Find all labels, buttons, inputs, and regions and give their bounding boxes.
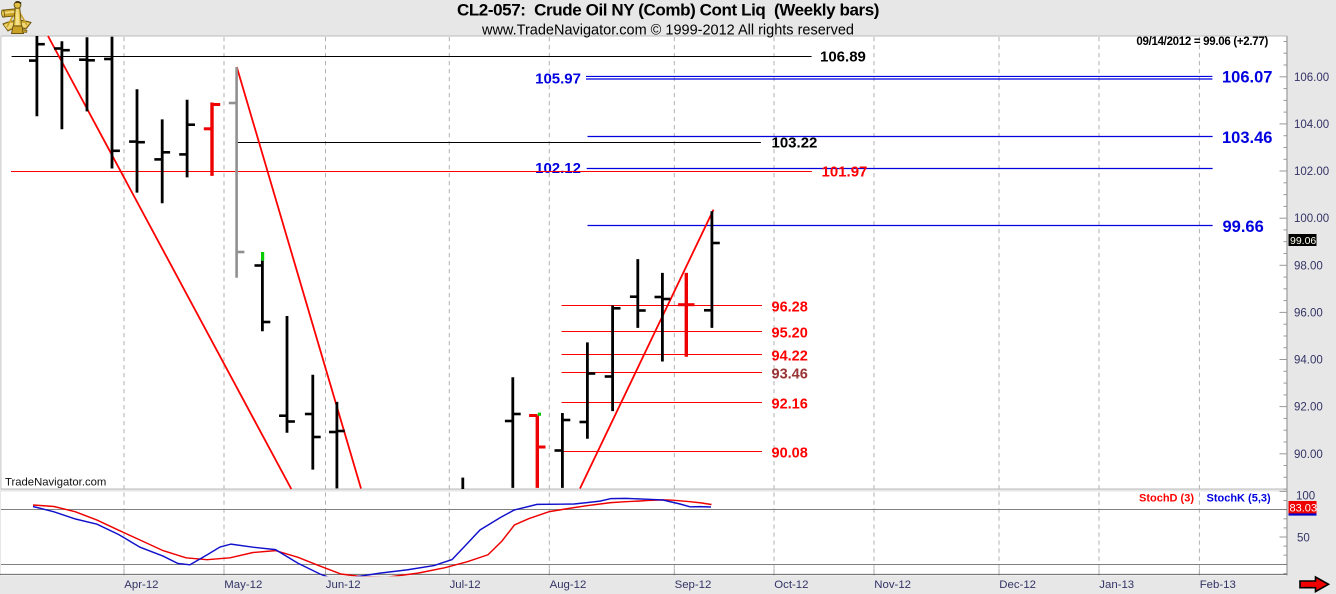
svg-text:104.00: 104.00 [1294,119,1329,131]
svg-text:95.20: 95.20 [772,326,808,342]
svg-text:Oct-12: Oct-12 [774,579,808,591]
svg-text:Dec-12: Dec-12 [999,579,1036,591]
svg-text:StochK (5,3): StochK (5,3) [1207,493,1272,505]
svg-text:Feb-13: Feb-13 [1200,579,1236,591]
svg-text:83.03: 83.03 [1290,503,1318,515]
svg-text:93.46: 93.46 [772,367,808,383]
svg-text:106.07: 106.07 [1222,68,1272,86]
svg-text:May-12: May-12 [224,579,262,591]
svg-text:100.00: 100.00 [1294,213,1329,225]
svg-text:92.16: 92.16 [772,397,808,413]
svg-text:90.08: 90.08 [772,446,808,462]
svg-text:TradeNavigator.com: TradeNavigator.com [5,477,106,489]
svg-text:98.00: 98.00 [1294,260,1323,272]
svg-text:100: 100 [1296,490,1315,502]
svg-text:90.00: 90.00 [1294,449,1323,461]
svg-text:92.00: 92.00 [1294,402,1323,414]
svg-text:Sep-12: Sep-12 [675,579,712,591]
svg-text:www.TradeNavigator.com © 1999-: www.TradeNavigator.com © 1999-2012 All r… [481,23,854,39]
svg-text:102.00: 102.00 [1294,166,1329,178]
svg-text:96.28: 96.28 [772,300,808,316]
svg-text:101.97: 101.97 [822,164,868,181]
svg-text:94.00: 94.00 [1294,355,1323,367]
svg-text:Jul-12: Jul-12 [450,579,481,591]
svg-text:106.00: 106.00 [1294,72,1329,84]
svg-text:Nov-12: Nov-12 [874,579,911,591]
svg-text:103.46: 103.46 [1222,129,1272,147]
svg-text:Jun-12: Jun-12 [326,579,361,591]
svg-text:StochD (3): StochD (3) [1139,493,1194,505]
svg-text:99.66: 99.66 [1223,218,1264,236]
svg-text:09/14/2012 = 99.06 (+2.77): 09/14/2012 = 99.06 (+2.77) [1136,36,1268,48]
svg-text:50: 50 [1297,533,1310,545]
svg-text:Aug-12: Aug-12 [550,579,587,591]
svg-text:99.06: 99.06 [1290,235,1316,247]
svg-text:103.22: 103.22 [772,135,818,152]
svg-text:Apr-12: Apr-12 [124,579,158,591]
svg-text:Jan-13: Jan-13 [1099,579,1134,591]
svg-text:96.00: 96.00 [1294,307,1323,319]
svg-text:CL2-057: Crude Oil NY (Comb): CL2-057: Crude Oil NY (Comb) Cont Liq (W… [457,1,879,20]
svg-text:94.22: 94.22 [772,349,808,365]
svg-text:106.89: 106.89 [820,49,866,66]
svg-text:105.97: 105.97 [535,71,581,88]
svg-text:102.12: 102.12 [535,160,581,177]
